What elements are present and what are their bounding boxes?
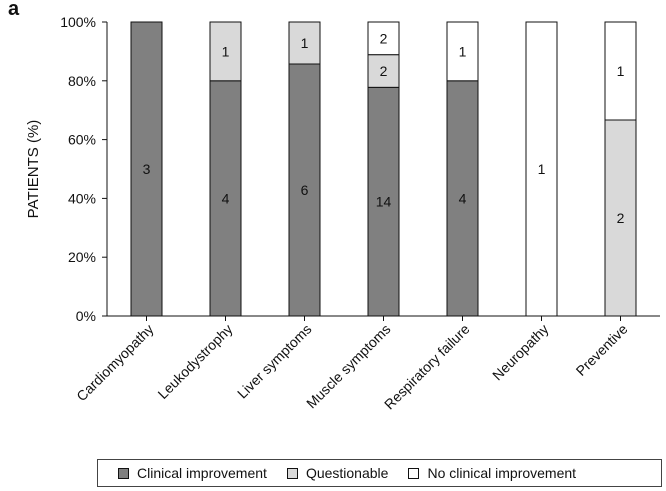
- x-tick-label: Neuropathy: [489, 321, 552, 384]
- bar-count-label: 1: [538, 161, 546, 177]
- legend: Clinical improvement Questionable No cli…: [97, 459, 662, 487]
- bar-count-label: 1: [301, 35, 309, 51]
- bar-count-label: 3: [143, 161, 151, 177]
- x-tick-label: Preventive: [573, 321, 631, 379]
- x-tick-label: Cardiomyopathy: [73, 321, 156, 404]
- x-tick-label: Liver symptoms: [234, 321, 315, 402]
- bar-count-label: 1: [459, 43, 467, 59]
- legend-swatch-no-clinical-improvement: [408, 468, 419, 479]
- bar-count-label: 14: [376, 194, 392, 210]
- bar-count-label: 4: [459, 190, 467, 206]
- bar-count-label: 2: [617, 210, 625, 226]
- x-tick-label: Muscle symptoms: [303, 321, 394, 412]
- legend-swatch-clinical-improvement: [118, 468, 129, 479]
- bar-count-label: 6: [301, 182, 309, 198]
- bar-count-label: 2: [380, 63, 388, 79]
- bar-count-label: 2: [380, 30, 388, 46]
- legend-label: Clinical improvement: [137, 465, 267, 481]
- legend-swatch-questionable: [287, 468, 298, 479]
- bar-count-label: 1: [222, 43, 230, 59]
- y-tick-label: 20%: [68, 249, 96, 265]
- legend-item-clinical-improvement: Clinical improvement: [118, 465, 267, 481]
- y-tick-label: 40%: [68, 190, 96, 206]
- x-tick-label: Leukodystrophy: [154, 321, 235, 402]
- legend-label: No clinical improvement: [427, 465, 576, 481]
- legend-item-questionable: Questionable: [287, 465, 389, 481]
- bar-count-label: 4: [222, 190, 230, 206]
- legend-label: Questionable: [306, 465, 389, 481]
- bar-count-label: 1: [617, 63, 625, 79]
- y-tick-label: 80%: [68, 73, 96, 89]
- y-tick-label: 0%: [76, 308, 96, 324]
- y-tick-label: 100%: [60, 14, 96, 30]
- legend-item-no-clinical-improvement: No clinical improvement: [408, 465, 576, 481]
- x-tick-label: Respiratory failure: [381, 321, 473, 413]
- y-tick-label: 60%: [68, 132, 96, 148]
- y-axis-label: PATIENTS (%): [25, 120, 42, 219]
